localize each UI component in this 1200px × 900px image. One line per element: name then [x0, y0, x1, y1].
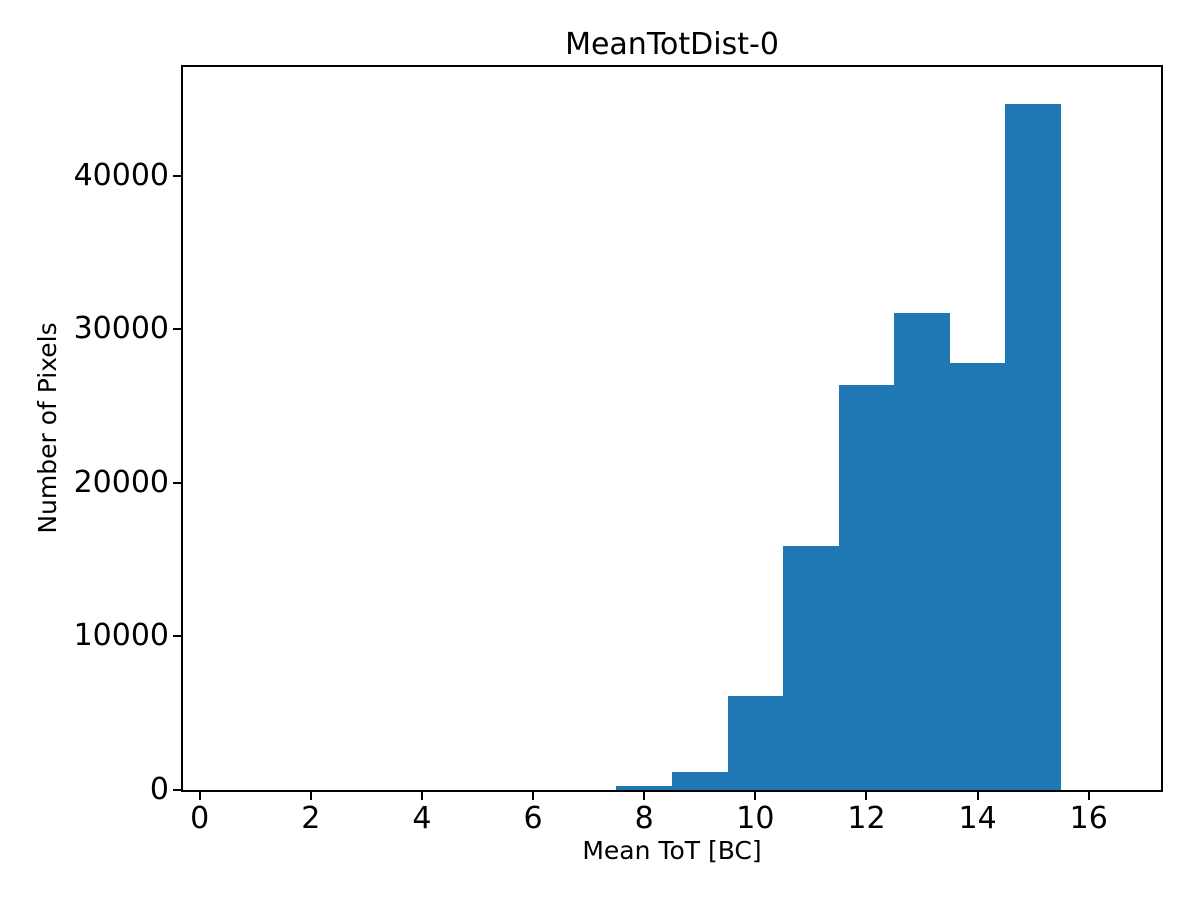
histogram-bar — [949, 363, 1006, 790]
histogram-bar — [672, 771, 728, 790]
x-tick-mark — [976, 792, 979, 800]
y-tick-label: 0 — [149, 772, 169, 807]
y-tick-mark — [173, 174, 181, 177]
y-tick-mark — [173, 328, 181, 331]
histogram-bar — [838, 384, 895, 790]
x-tick-label: 16 — [1069, 801, 1108, 836]
y-tick-mark — [173, 481, 181, 484]
x-tick-mark — [643, 792, 646, 800]
x-tick-label: 8 — [634, 801, 654, 836]
histogram-bar — [616, 786, 672, 790]
y-tick-label: 40000 — [73, 157, 169, 193]
x-tick-mark — [309, 792, 312, 800]
y-tick-label: 10000 — [73, 618, 169, 654]
x-tick-label: 14 — [958, 801, 997, 836]
histogram-bar — [783, 545, 839, 790]
histogram-bar — [894, 312, 950, 790]
x-tick-mark — [754, 792, 757, 800]
plot-area — [181, 65, 1163, 792]
chart-title: MeanTotDist-0 — [565, 27, 779, 62]
x-tick-label: 4 — [412, 801, 432, 836]
histogram-bar — [727, 696, 784, 790]
x-tick-label: 6 — [523, 801, 543, 836]
y-tick-mark — [173, 789, 181, 791]
y-tick-label: 20000 — [73, 464, 169, 500]
x-tick-mark — [420, 792, 423, 800]
x-tick-mark — [1087, 792, 1090, 800]
x-tick-label: 10 — [736, 801, 775, 836]
histogram-bar — [1005, 103, 1061, 790]
x-tick-label: 12 — [847, 801, 886, 836]
x-tick-label: 2 — [301, 801, 321, 836]
x-tick-mark — [532, 792, 535, 800]
y-tick-mark — [173, 635, 181, 638]
x-tick-mark — [198, 792, 201, 800]
y-axis-label-text: Number of Pixels — [33, 322, 62, 534]
y-tick-label: 30000 — [73, 311, 169, 347]
x-tick-label: 0 — [190, 801, 210, 836]
x-tick-mark — [865, 792, 868, 800]
x-axis-label: Mean ToT [BC] — [582, 836, 762, 865]
